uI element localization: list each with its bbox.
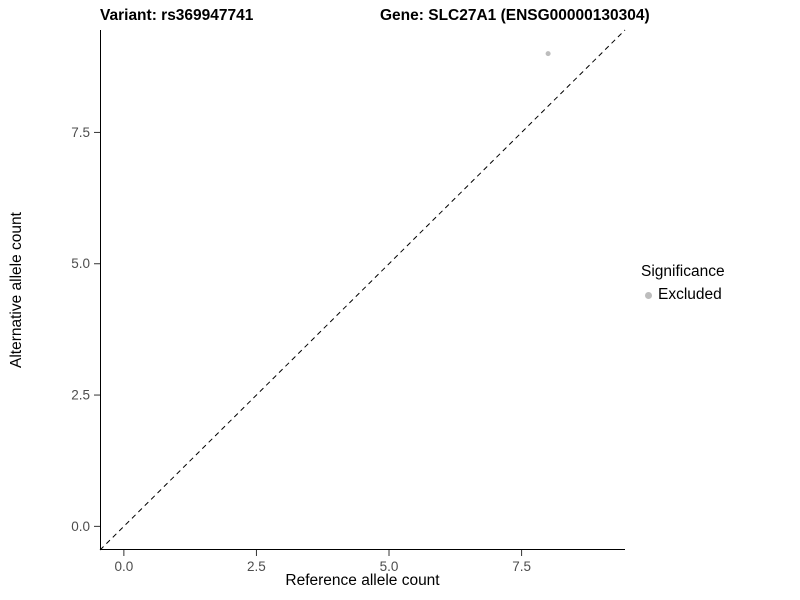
x-axis-tick-label: 2.5 [247,559,266,574]
x-axis-title: Reference allele count [285,572,440,589]
plot-title-variant: Variant: rs369947741 [100,7,254,24]
legend-item-label: Excluded [658,286,722,303]
legend-item-excluded: Excluded [641,286,725,304]
y-axis-tick-label: 0.0 [71,519,90,534]
x-axis-tick-label: 5.0 [380,559,399,574]
y-axis-title: Alternative allele count [8,212,25,368]
x-axis-tick-label: 7.5 [512,559,531,574]
plot-title-gene: Gene: SLC27A1 (ENSG00000130304) [380,7,650,24]
y-axis-tick-label: 7.5 [71,125,90,140]
identity-dashed-line [99,29,626,551]
legend: Significance Excluded [641,263,725,304]
legend-key-dot-icon [645,291,652,299]
data-point-excluded [545,51,551,57]
legend-title: Significance [641,263,725,280]
x-axis-tick-label: 0.0 [114,559,133,574]
y-axis-tick-label: 5.0 [71,256,90,271]
y-axis-tick-label: 2.5 [71,388,90,403]
